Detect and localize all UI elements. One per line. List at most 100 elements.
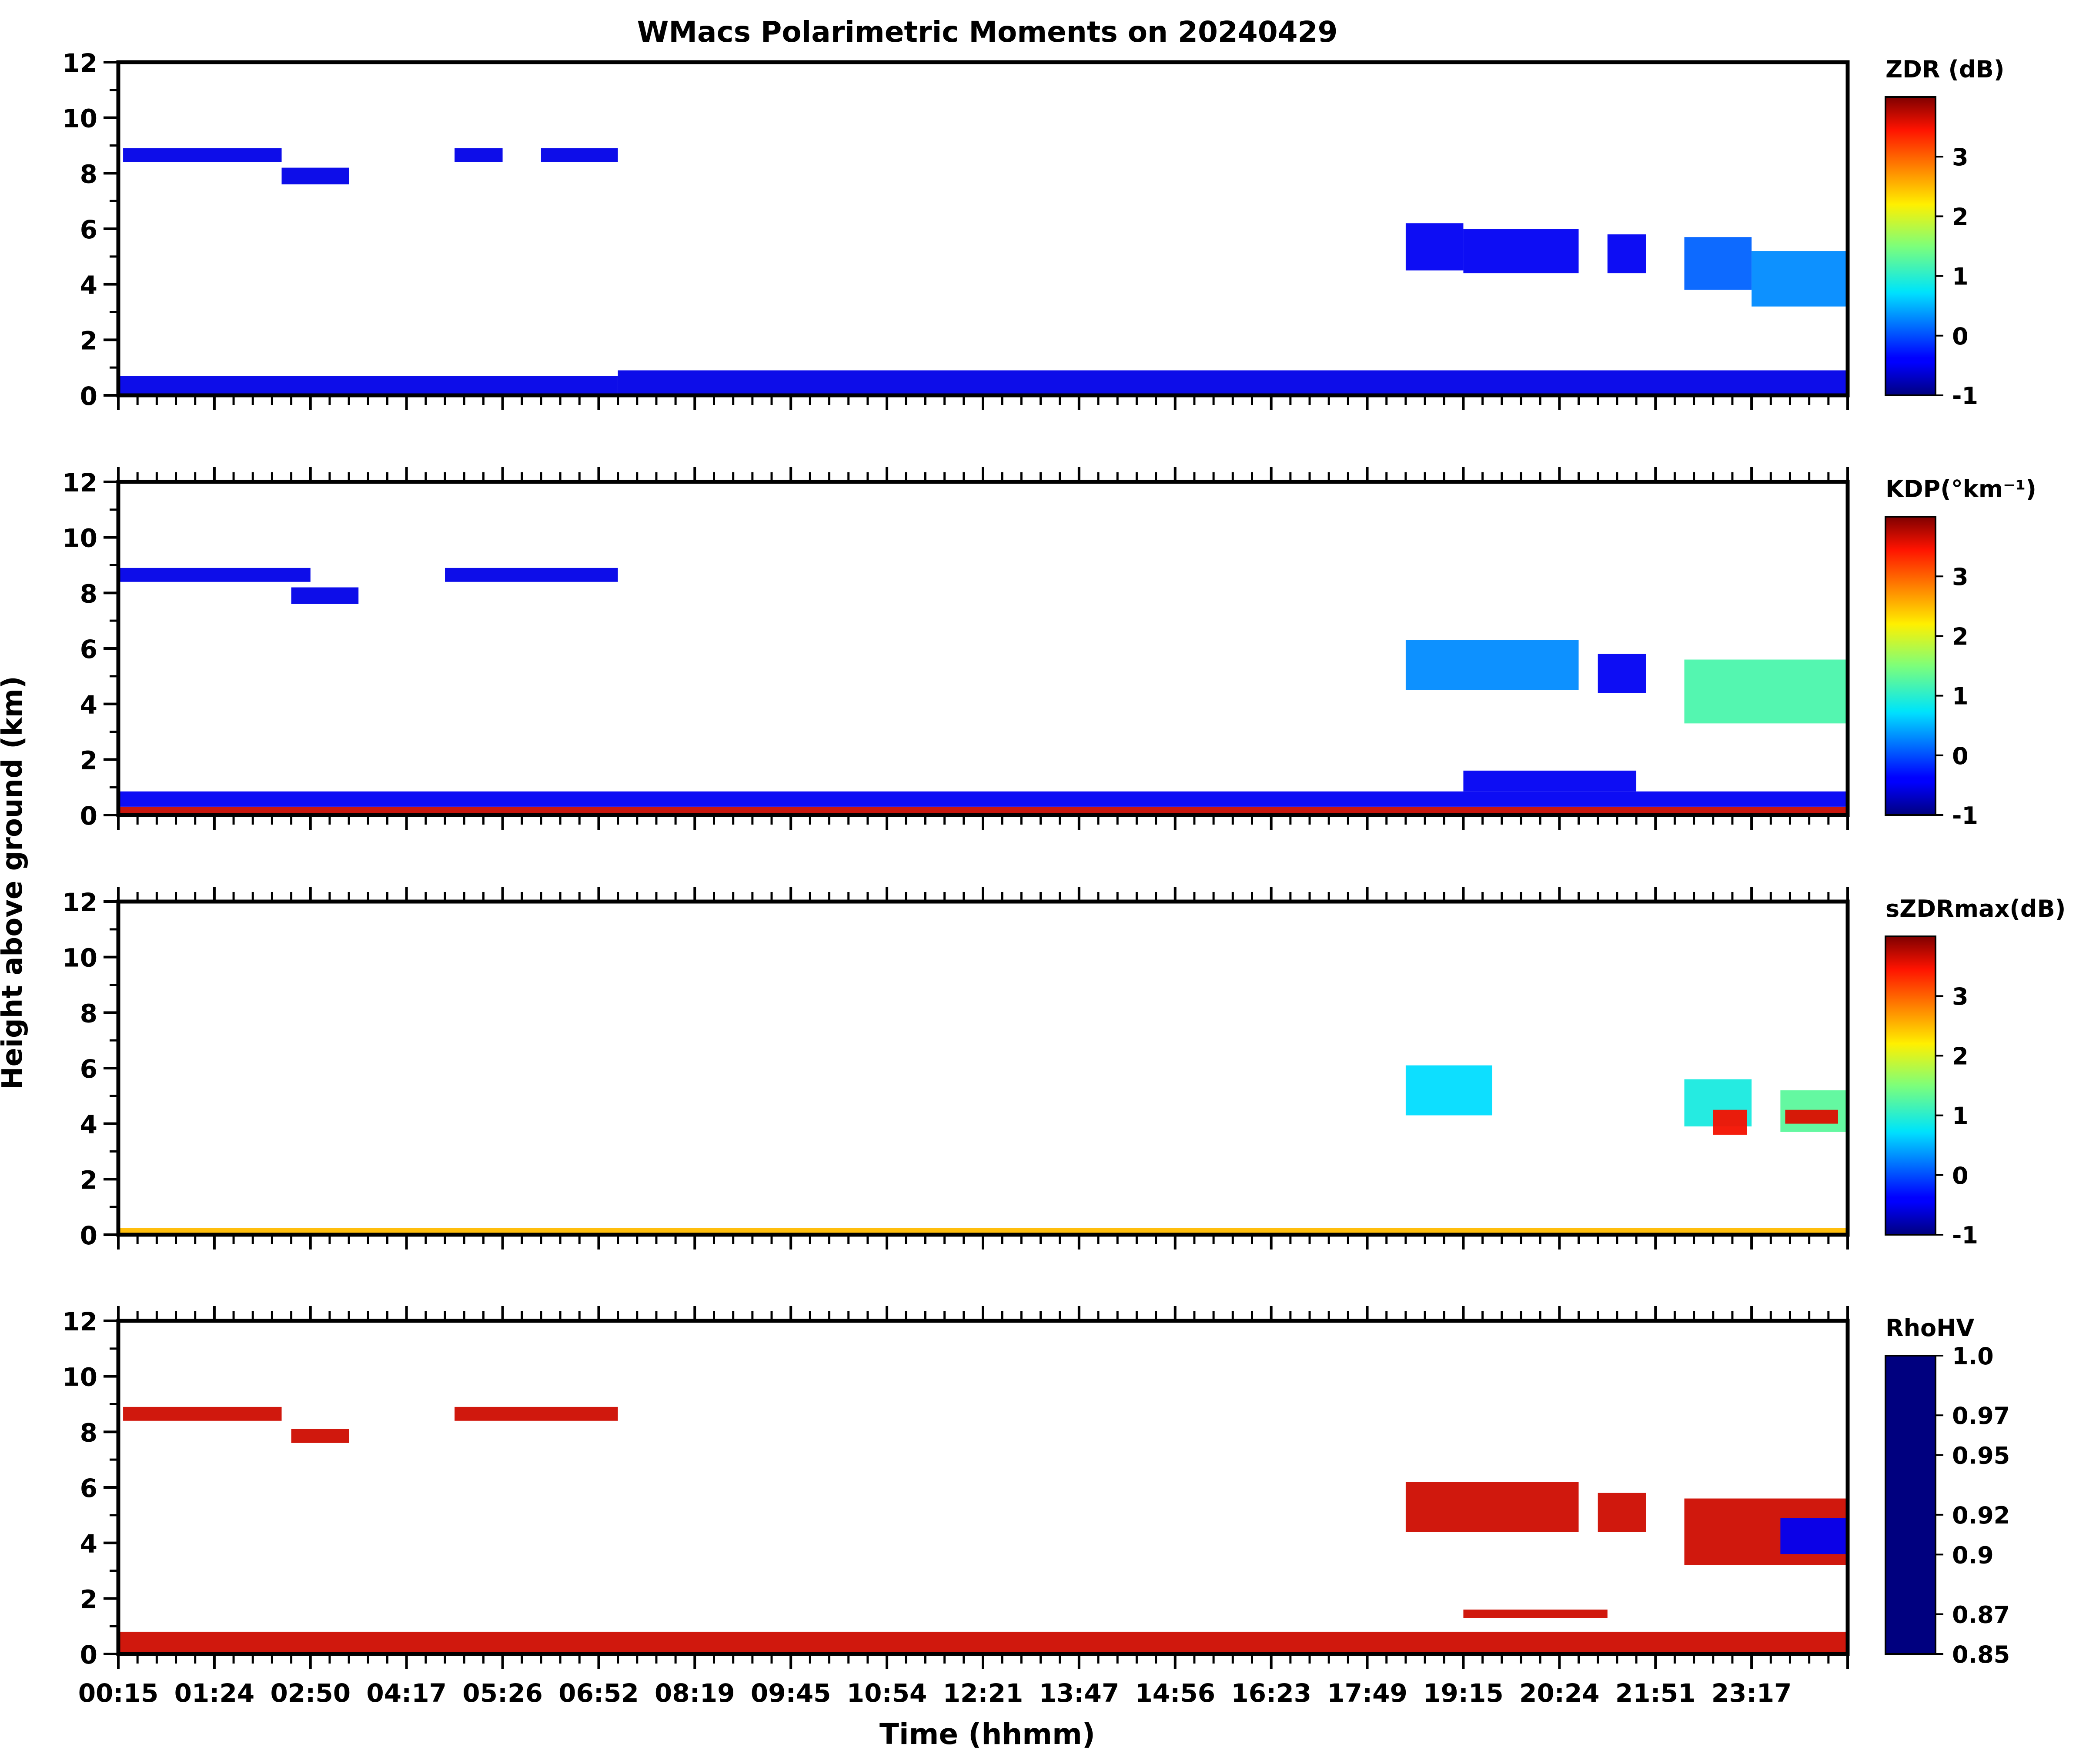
- zdr-colorbar-tick-label: 0: [1952, 323, 1969, 350]
- kdp-echo-cell: [1463, 770, 1637, 792]
- zdr-colorbar-scale: [1885, 96, 1936, 396]
- zdr-y-tick-label: 0: [80, 381, 97, 411]
- kdp-colorbar-tick-label: 2: [1952, 623, 1969, 650]
- rhohv-echo-cell: [1405, 1482, 1579, 1532]
- szdrmax-colorbar-tick-label: 0: [1952, 1162, 1969, 1189]
- zdr-echo-cell: [455, 148, 503, 162]
- zdr-colorbar-tick-label: 3: [1952, 144, 1969, 171]
- kdp-colorbar-label: KDP(°km⁻¹): [1885, 475, 2036, 503]
- kdp-y-tick-label: 10: [62, 524, 97, 553]
- rhohv-echo-cell: [291, 1429, 349, 1443]
- szdrmax-y-tick-label: 4: [80, 1110, 97, 1139]
- rhohv-colorbar-scale: [1885, 1355, 1936, 1655]
- x-tick-label: 13:47: [1039, 1678, 1120, 1708]
- rhohv-y-tick-label: 6: [80, 1473, 97, 1503]
- szdrmax-y-tick-label: 10: [62, 943, 97, 973]
- zdr-echo-cell: [1684, 237, 1752, 290]
- zdr-colorbar-label: ZDR (dB): [1885, 56, 2005, 83]
- kdp-echo-cell: [118, 806, 1848, 815]
- rhohv-colorbar-tick-label: 1.0: [1952, 1343, 1994, 1370]
- x-tick-label: 16:23: [1231, 1678, 1311, 1708]
- x-tick-label: 14:56: [1135, 1678, 1215, 1708]
- rhohv-colorbar-tick-label: 0.85: [1952, 1641, 2010, 1668]
- szdrmax-y-tick-label: 2: [80, 1165, 97, 1195]
- zdr-y-tick-label: 8: [80, 159, 97, 189]
- kdp-frame: [116, 480, 1850, 817]
- x-tick-label: 08:19: [655, 1678, 735, 1708]
- szdrmax-echo-cell: [1405, 1065, 1492, 1116]
- rhohv-colorbar-tick-label: 0.92: [1952, 1502, 2010, 1529]
- rhohv-echo-cell: [118, 1631, 1848, 1653]
- zdr-echo-cell: [1607, 234, 1646, 274]
- kdp-y-tick-label: 6: [80, 635, 97, 664]
- y-axis-label: Height above ground (km): [0, 676, 29, 1090]
- kdp-colorbar-tick-label: 0: [1952, 742, 1969, 770]
- kdp-y-tick-label: 8: [80, 579, 97, 608]
- szdrmax-frame: [116, 899, 1850, 1237]
- szdrmax-colorbar: sZDRmax(dB) -1 0 1 2 3: [1885, 895, 2066, 1249]
- kdp-echo-cell: [445, 568, 618, 582]
- rhohv-echo-cell: [123, 1407, 282, 1421]
- szdrmax-echo-cell: [1713, 1109, 1747, 1135]
- x-tick-label: 02:50: [270, 1678, 351, 1708]
- zdr-y-tick-label: 2: [80, 326, 97, 355]
- rhohv-colorbar-tick-label: 0.97: [1952, 1402, 2010, 1430]
- szdrmax-echo-cell: [1785, 1109, 1838, 1124]
- szdrmax-y-tick-label: 12: [62, 888, 97, 917]
- szdrmax-y-tick-label: 8: [80, 999, 97, 1028]
- rhohv-echo-cell: [1463, 1609, 1608, 1618]
- rhohv-y-tick-label: 0: [80, 1640, 97, 1670]
- szdrmax-colorbar-tick-label: -1: [1952, 1222, 1978, 1249]
- kdp-colorbar-tick-label: 1: [1952, 683, 1969, 710]
- kdp-y-tick-label: 12: [62, 468, 97, 498]
- rhohv-y-tick-label: 4: [80, 1529, 97, 1559]
- x-axis-label: Time (hhmm): [879, 1717, 1095, 1751]
- zdr-echo-cell: [123, 148, 282, 162]
- chart-title: WMacs Polarimetric Moments on 20240429: [637, 15, 1338, 49]
- x-tick-label: 05:26: [462, 1678, 543, 1708]
- zdr-frame: [116, 60, 1850, 398]
- x-tick-label: 01:24: [174, 1678, 255, 1708]
- kdp-echo-cell: [1405, 640, 1579, 690]
- kdp-echo-cell: [1684, 659, 1848, 724]
- x-tick-label: 09:45: [751, 1678, 831, 1708]
- rhohv-echo-cell: [455, 1407, 618, 1421]
- szdrmax-colorbar-tick-label: 3: [1952, 983, 1969, 1010]
- zdr-y-tick-label: 6: [80, 215, 97, 244]
- zdr-echo-cell: [1405, 223, 1464, 271]
- x-tick-label: 00:15: [78, 1678, 159, 1708]
- zdr-echo-cell: [1463, 229, 1579, 274]
- zdr-colorbar: ZDR (dB) -1 0 1 2 3: [1885, 56, 2005, 410]
- rhohv-colorbar: RhoHV 0.85 0.87 0.9 0.92 0.95 0.97 1.0: [1885, 1314, 2010, 1668]
- rhohv-frame: [116, 1319, 1850, 1656]
- kdp-colorbar: KDP(°km⁻¹) -1 0 1 2 3: [1885, 475, 2036, 829]
- x-tick-label: 20:24: [1519, 1678, 1600, 1708]
- rhohv-y-tick-label: 10: [62, 1363, 97, 1392]
- zdr-colorbar-tick-label: -1: [1952, 382, 1978, 410]
- x-tick-label: 12:21: [943, 1678, 1023, 1708]
- zdr-y-tick-label: 12: [62, 48, 97, 78]
- x-tick-label: 04:17: [366, 1678, 447, 1708]
- rhohv-colorbar-tick-label: 0.95: [1952, 1442, 2010, 1470]
- kdp-y-tick-label: 4: [80, 690, 97, 720]
- zdr-colorbar-tick-label: 2: [1952, 203, 1969, 231]
- kdp-colorbar-tick-label: 3: [1952, 563, 1969, 591]
- kdp-y-tick-label: 0: [80, 801, 97, 831]
- zdr-colorbar-tick-label: 1: [1952, 263, 1969, 291]
- zdr-echo-cell: [541, 148, 618, 162]
- panel-rhohv: 0 2 4 6 8 10 12 00:15 01:24 02:50 04:17 05:26 06:52 0…: [62, 1306, 2010, 1708]
- szdrmax-y-tick-label: 0: [80, 1221, 97, 1250]
- szdrmax-colorbar-label: sZDRmax(dB): [1885, 895, 2066, 922]
- x-tick-label: 19:15: [1423, 1678, 1504, 1708]
- kdp-y-tick-label: 2: [80, 745, 97, 775]
- zdr-y-tick-label: 4: [80, 271, 97, 300]
- rhohv-colorbar-tick-label: 0.87: [1952, 1601, 2010, 1629]
- kdp-echo-cell: [118, 568, 311, 582]
- kdp-echo-cell: [1598, 654, 1646, 693]
- x-tick-label: 21:51: [1615, 1678, 1696, 1708]
